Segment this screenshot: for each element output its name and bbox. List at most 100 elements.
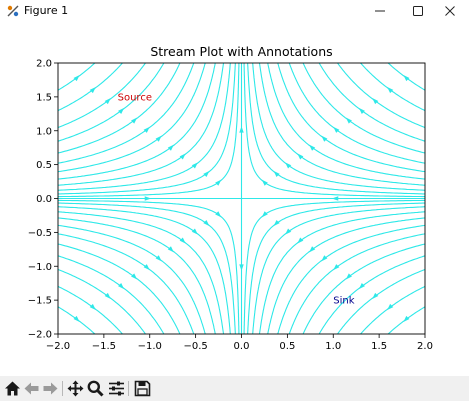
streamline-arrow [73, 315, 80, 322]
streamline-arrow [333, 264, 340, 271]
pan-icon [67, 380, 83, 396]
streamline [58, 206, 231, 334]
streamline [359, 285, 425, 334]
streamline-arrow [143, 126, 150, 133]
streamline-arrow [104, 292, 111, 299]
back-button[interactable] [22, 379, 40, 397]
streamline [58, 63, 181, 154]
streamline-arrow [321, 255, 328, 262]
streamline-arrow [331, 196, 339, 201]
home-button[interactable] [3, 379, 21, 397]
streamline-arrow [155, 135, 162, 142]
streamline [58, 255, 165, 334]
streamline-arrow [131, 117, 138, 124]
streamline [58, 268, 147, 334]
streamline [58, 285, 124, 334]
toolbar-separator [128, 381, 129, 396]
x-tick-label: −1.0 [138, 341, 162, 352]
streamline-arrow [345, 117, 352, 124]
streamline-arrow [118, 107, 125, 115]
configure-subplots-button[interactable] [107, 379, 125, 397]
streamline-arrow [309, 144, 316, 151]
y-tick-label: 2.0 [36, 59, 52, 70]
streamline-arrow [155, 255, 162, 262]
configure-subplots-icon [108, 381, 124, 395]
streamline-arrow [144, 196, 152, 201]
navigation-toolbar [0, 376, 469, 401]
streamline [302, 243, 425, 334]
forward-button[interactable] [41, 379, 59, 397]
streamline-arrow [273, 220, 280, 227]
y-tick-label: −1.0 [28, 262, 52, 273]
y-tick-label: 0.0 [36, 194, 52, 205]
save-icon [134, 380, 150, 396]
minimize-button[interactable] [361, 0, 399, 22]
x-tick-label: 1.5 [371, 341, 387, 352]
streamline-arrow [191, 162, 198, 169]
close-button[interactable] [431, 0, 469, 22]
streamline-arrow [372, 292, 379, 299]
streamline-arrow [118, 282, 125, 290]
streamline-arrow [403, 75, 410, 82]
streamline-arrow [333, 126, 340, 133]
zoom-button[interactable] [86, 379, 104, 397]
streamline-arrow [387, 86, 394, 94]
streamline [258, 63, 425, 186]
streamline-arrow [261, 211, 268, 218]
streamlines [58, 63, 425, 334]
streamline-arrow [179, 237, 186, 244]
streamline [302, 63, 425, 154]
streamline-arrow [372, 98, 379, 105]
streamline [58, 63, 225, 186]
streamline-arrow [89, 303, 96, 311]
streamline [58, 306, 96, 334]
streamline-arrow [309, 246, 316, 253]
x-tick-label: 0.5 [279, 341, 295, 352]
y-tick-label: 1.0 [36, 126, 52, 137]
streamline [336, 63, 425, 129]
maximize-icon [413, 6, 423, 16]
minimize-icon [375, 10, 385, 12]
window-title: Figure 1 [24, 4, 69, 17]
streamline-arrow [387, 303, 394, 311]
streamline-arrow [89, 86, 96, 94]
streamline [252, 63, 425, 191]
streamline-arrow [403, 315, 410, 322]
y-tick-label: −1.5 [28, 296, 52, 307]
streamline [58, 243, 181, 334]
streamline-arrow [143, 264, 150, 271]
maximize-button[interactable] [399, 0, 437, 22]
streamline-arrow [191, 228, 198, 235]
streamline-arrow [179, 153, 186, 160]
streamline [247, 63, 425, 195]
pan-button[interactable] [66, 379, 84, 397]
zoom-icon [87, 380, 104, 397]
annotation-source: Source [118, 92, 152, 103]
streamline-arrow [167, 246, 174, 253]
x-tick-label: 2.0 [417, 341, 433, 352]
streamline [58, 63, 124, 112]
streamline-arrow [167, 144, 174, 151]
streamline-arrow [104, 98, 111, 105]
streamline-arrow [358, 282, 365, 290]
x-tick-label: −0.5 [183, 341, 207, 352]
y-tick-label: −0.5 [28, 228, 52, 239]
streamline-arrow [261, 179, 268, 186]
streamline [58, 63, 231, 191]
stream-plot: Stream Plot with Annotations −2.0−2.0 −1.5… [28, 44, 433, 352]
streamline [247, 202, 425, 334]
y-tick-label: 0.5 [36, 160, 52, 171]
streamline [58, 63, 236, 195]
streamline-arrow [131, 273, 138, 280]
streamline [58, 211, 225, 334]
x-tick-label: 1.0 [325, 341, 341, 352]
streamline [387, 306, 425, 334]
streamline-arrow [215, 179, 222, 186]
streamline-arrow [215, 211, 222, 218]
save-button[interactable] [133, 379, 151, 397]
figure-canvas[interactable]: Stream Plot with Annotations −2.0 −2.0 −1.5… [0, 24, 469, 376]
streamline-arrow [285, 162, 292, 169]
streamline-arrow [345, 273, 352, 280]
close-icon [445, 6, 455, 16]
home-icon [4, 381, 20, 395]
